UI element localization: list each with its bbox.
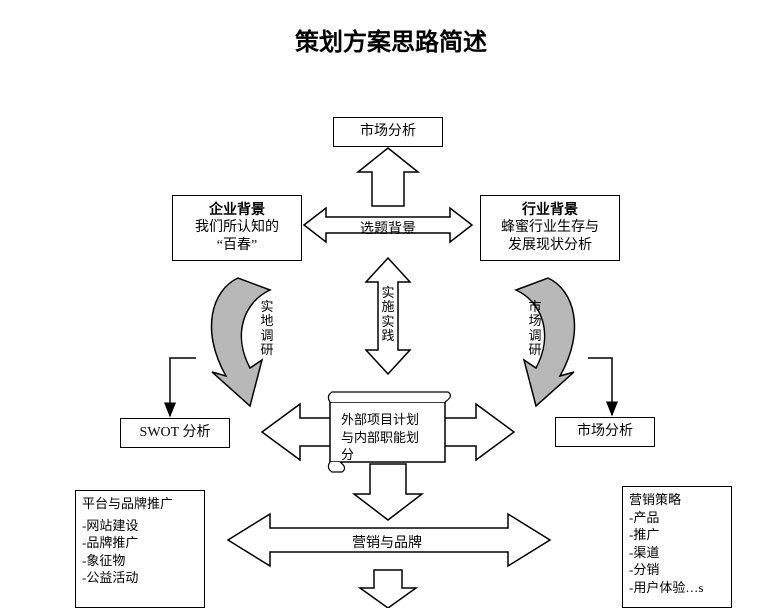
label-title: 行业背景	[522, 200, 578, 219]
title: 平台与品牌推广	[82, 495, 173, 513]
node-industry-background: 行业背景 蜂蜜行业生存与 发展现状分析	[480, 195, 620, 261]
node-marketing-strategy: 营销策略 -产品 -推广 -渠道 -分销 -用户体验…s	[622, 486, 732, 608]
line3: 分	[341, 446, 434, 464]
label: 市场分析	[577, 423, 633, 442]
item-4: -用户体验…s	[629, 579, 703, 597]
label: SWOT 分析	[140, 424, 211, 443]
node-center-plan: 外部项目计划 与内部职能划 分	[333, 405, 442, 459]
item-0: -网站建设	[82, 517, 138, 535]
label-market-research: 市场调研	[528, 300, 542, 357]
label-line2: “百春”	[217, 237, 257, 256]
label-marketing-brand: 营销与品牌	[352, 532, 422, 552]
node-enterprise-background: 企业背景 我们所认知的 “百春”	[172, 195, 302, 261]
item-1: -品牌推广	[82, 534, 138, 552]
node-market-analysis-top: 市场分析	[333, 117, 443, 147]
label-line2: 发展现状分析	[508, 237, 592, 256]
label: 市场分析	[360, 123, 416, 142]
item-2: -象征物	[82, 552, 125, 570]
item-3: -分销	[629, 561, 659, 579]
line2: 与内部职能划	[341, 429, 434, 447]
item-2: -渠道	[629, 544, 659, 562]
label-practice: 实施实践	[381, 286, 395, 343]
item-3: -公益活动	[82, 569, 138, 587]
label-topic-background: 选题背景	[360, 218, 416, 238]
item-0: -产品	[629, 509, 659, 527]
node-swot: SWOT 分析	[120, 418, 230, 448]
item-1: -推广	[629, 526, 659, 544]
node-platform-promo: 平台与品牌推广 -网站建设 -品牌推广 -象征物 -公益活动	[75, 490, 205, 608]
label-title: 企业背景	[209, 200, 265, 219]
label-line1: 蜂蜜行业生存与	[501, 219, 599, 238]
page-title: 策划方案思路简述	[0, 22, 782, 57]
title: 营销策略	[629, 491, 681, 509]
node-market-analysis-right: 市场分析	[555, 417, 655, 447]
line1: 外部项目计划	[341, 411, 434, 429]
label-field-research: 实地调研	[260, 300, 274, 357]
label-line1: 我们所认知的	[195, 219, 279, 238]
